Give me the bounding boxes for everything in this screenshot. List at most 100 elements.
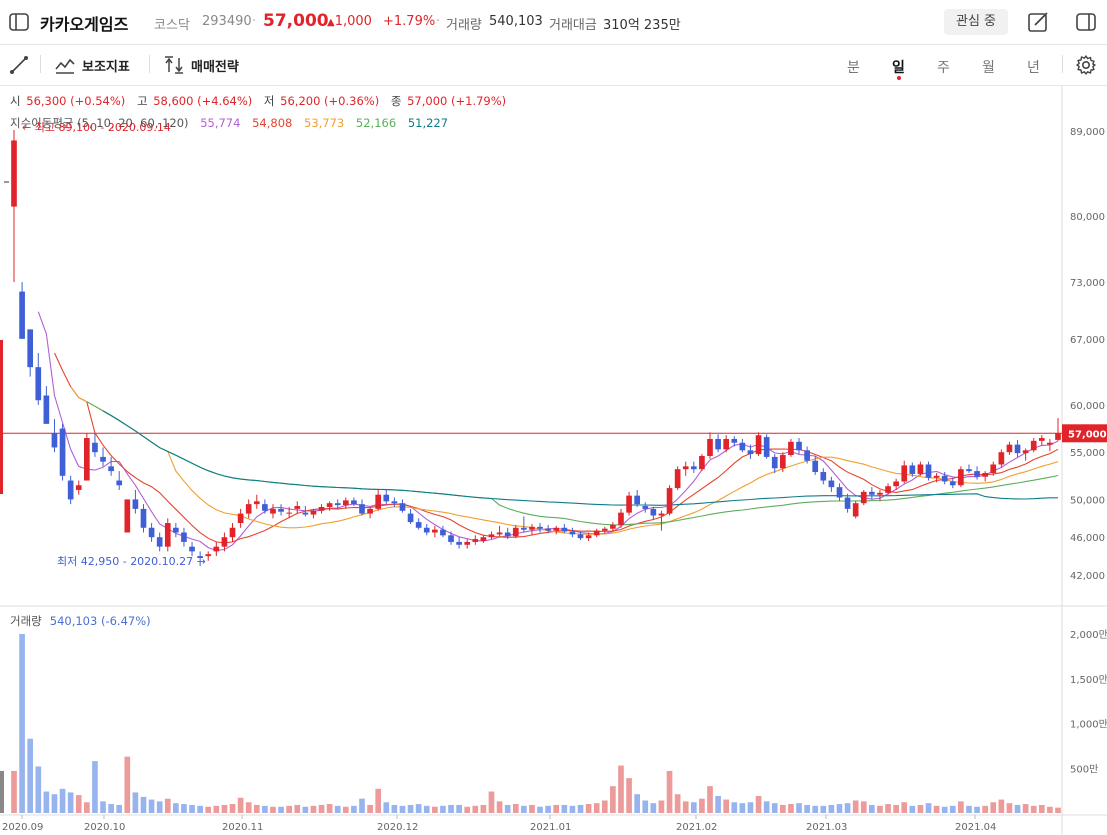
- candle-body: [666, 488, 673, 514]
- candle-body: [707, 438, 713, 456]
- volume-bar: [140, 796, 147, 813]
- strategy-button[interactable]: 매매전략: [163, 55, 239, 75]
- volume-bar: [828, 804, 835, 813]
- price-tick-label: 42,000: [1070, 571, 1105, 582]
- volume-bar: [51, 794, 58, 813]
- buy-sell-arrows-icon: [165, 56, 183, 74]
- panel-layout-icon[interactable]: [1075, 11, 1097, 37]
- candle-body: [577, 534, 584, 539]
- volume-bar: [367, 804, 373, 813]
- candle-body: [553, 527, 560, 531]
- volume-bar: [270, 806, 276, 813]
- candle-body: [901, 465, 908, 482]
- volume-bar: [917, 804, 924, 813]
- candle-body: [658, 513, 665, 516]
- candle-body: [958, 469, 964, 486]
- volume-bar: [1047, 806, 1053, 813]
- candle-body: [221, 537, 228, 547]
- candle-body: [1038, 438, 1045, 441]
- sidebar-toggle-icon[interactable]: [8, 11, 30, 37]
- volume-bar: [391, 804, 398, 813]
- candle-body: [11, 140, 17, 207]
- volume-bar: [375, 788, 382, 813]
- volume-bar: [67, 792, 74, 813]
- volume-bar: [901, 802, 908, 813]
- period-tab-week[interactable]: 주: [937, 60, 950, 76]
- period-tab-day[interactable]: 일: [892, 60, 905, 76]
- watchlist-button[interactable]: 관심 중: [944, 9, 1008, 35]
- close-label: 종: [390, 94, 402, 108]
- indicator-label: 보조지표: [82, 59, 130, 75]
- candle-body: [690, 466, 697, 470]
- volume-bar: [998, 799, 1005, 813]
- indicator-chart-icon: [55, 58, 75, 74]
- candle-body: [504, 532, 511, 537]
- candle-body: [326, 503, 333, 507]
- price-chart[interactable]: 89,000 80,000 73,000 67,000 60,000 55,000 50,0…: [0, 86, 1107, 835]
- volume-value: 540,103: [489, 14, 543, 29]
- volume-bar: [464, 806, 471, 813]
- period-tab-year[interactable]: 년: [1027, 60, 1040, 76]
- candle-body: [245, 504, 252, 514]
- volume-bar: [869, 804, 875, 813]
- indicator-button[interactable]: 보조지표: [54, 55, 130, 75]
- candle-body: [197, 556, 203, 558]
- candle-body: [19, 291, 25, 339]
- candle-body: [804, 450, 810, 461]
- low-label: 저: [263, 94, 275, 108]
- candle-body: [124, 499, 131, 533]
- candle-body: [294, 506, 301, 509]
- edit-icon[interactable]: [1027, 11, 1049, 37]
- market-label: 코스닥: [154, 18, 190, 33]
- candle-body: [67, 480, 74, 500]
- candle-body: [933, 475, 940, 478]
- candle-body: [521, 527, 527, 530]
- volume-bar: [0, 770, 4, 813]
- volume-bar: [521, 805, 527, 813]
- candle-body: [1022, 450, 1029, 454]
- volume-bar: [35, 766, 42, 813]
- candle-body: [1047, 442, 1053, 445]
- candle-body: [780, 455, 786, 469]
- volume-bar: [553, 804, 560, 813]
- high-price-annotation: ← 최고 89,100 - 2020.09.14: [22, 121, 171, 134]
- volume-bar: [407, 804, 414, 813]
- candle-body: [820, 472, 827, 481]
- price-change-value: 1,000: [334, 14, 372, 29]
- candle-body: [610, 524, 616, 529]
- candle-body: [480, 537, 487, 541]
- candle-body: [731, 438, 738, 443]
- candle-body: [35, 367, 42, 401]
- price-tick-label: 50,000: [1070, 495, 1105, 506]
- volume-bar: [860, 801, 867, 813]
- volume-bar: [577, 804, 584, 813]
- candle-body: [140, 508, 147, 528]
- volume-bar: [164, 798, 171, 813]
- volume-bar: [877, 805, 883, 813]
- candle-body: [351, 500, 357, 505]
- gear-icon[interactable]: [1075, 54, 1097, 80]
- candle-body: [286, 512, 292, 514]
- candle-body: [391, 501, 398, 504]
- candle-body: [59, 428, 66, 476]
- candle-body: [448, 535, 454, 542]
- date-tick-label: 2021.04: [955, 822, 996, 833]
- ma60-value: 52,166: [355, 116, 397, 130]
- volume-bar: [488, 791, 495, 813]
- volume-bar: [334, 805, 341, 813]
- volume-bar: [480, 804, 487, 813]
- price-tick-label: 73,000: [1070, 278, 1105, 289]
- open-value: 56,300 (+0.54%): [26, 94, 126, 108]
- volume-bar: [19, 634, 25, 813]
- candle-body: [84, 438, 90, 481]
- volume-bar: [1055, 807, 1061, 813]
- volume-bar: [966, 805, 972, 813]
- volume-bar: [27, 738, 34, 813]
- candle-body: [472, 539, 479, 542]
- draw-line-icon[interactable]: [9, 55, 29, 79]
- volume-bar: [156, 801, 163, 813]
- active-period-dot: [897, 76, 901, 80]
- volume-bar: [237, 797, 244, 813]
- period-tab-month[interactable]: 월: [982, 60, 995, 76]
- period-tab-minute[interactable]: 분: [847, 60, 860, 76]
